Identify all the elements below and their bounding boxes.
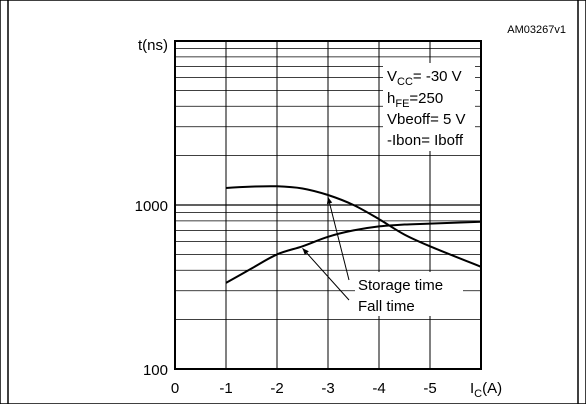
annotation-leaders [302, 196, 350, 301]
condition-hfe: hFE=250 [387, 90, 443, 110]
y-axis-label: t(ns) [138, 37, 168, 54]
x-tick-label: -5 [423, 380, 436, 397]
test-conditions: VCC= -30 V hFE=250 Vbeoff= 5 V -Ibon= Ib… [387, 68, 466, 149]
annotation-leader-line [302, 247, 350, 301]
annotation-leader-line [327, 196, 350, 281]
x-tick-label: -3 [321, 380, 334, 397]
condition-vcc: VCC= -30 V [387, 68, 462, 88]
condition-ibon: -Ibon= Iboff [387, 132, 464, 149]
y-tick-label: 1000 [135, 198, 168, 215]
fall-time-curve [225, 220, 482, 284]
y-tick-label: 100 [143, 362, 168, 379]
figure-id: AM03267v1 [507, 24, 566, 36]
series-layer [225, 185, 482, 284]
x-tick-label: -2 [270, 380, 283, 397]
annotation-bg [355, 272, 463, 316]
annotation-arrowhead [302, 248, 309, 255]
label-fall-time: Fall time [358, 298, 415, 315]
tick-labels: 0 -1 -2 -3 -4 -5 100 1000 [135, 198, 437, 397]
x-tick-label: -1 [219, 380, 232, 397]
annotation-arrowhead [326, 197, 333, 204]
x-axis-label: IC(A) [470, 380, 502, 400]
condition-vbeoff: Vbeoff= 5 V [387, 111, 466, 128]
storage-time-curve [225, 185, 482, 268]
x-tick-label: -4 [372, 380, 385, 397]
label-storage-time: Storage time [358, 277, 443, 294]
x-tick-label: 0 [171, 380, 179, 397]
plot-area-border [174, 40, 482, 370]
conditions-box-bg [383, 63, 475, 151]
